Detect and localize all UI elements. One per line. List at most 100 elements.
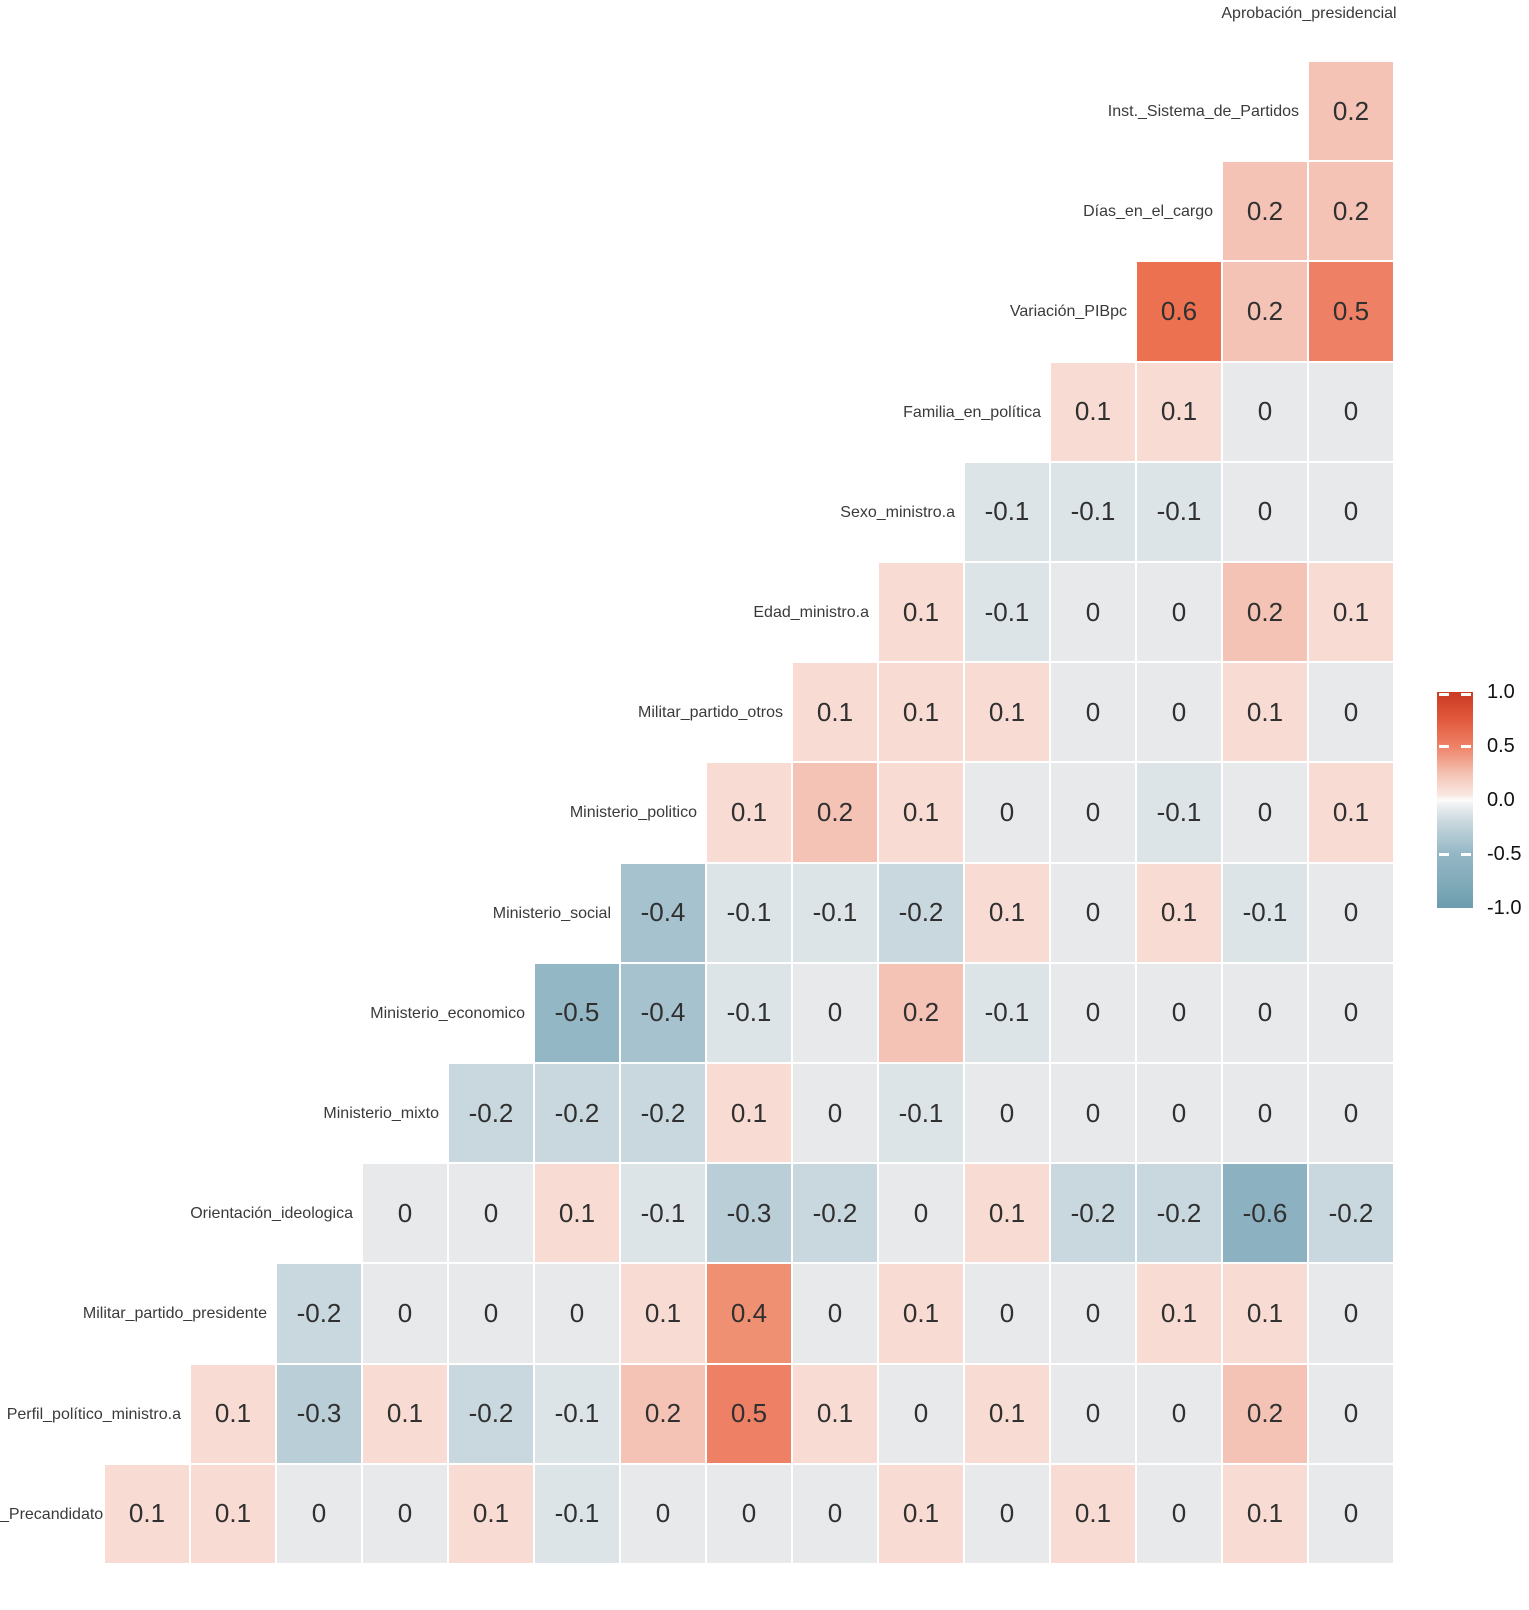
correlation-cell: 0.1	[793, 1364, 877, 1463]
correlation-cell: 0	[1309, 1264, 1393, 1363]
correlation-cell: 0	[1309, 1364, 1393, 1463]
correlation-cell: 0.1	[1137, 1264, 1221, 1363]
row-label-edad-ministro-a: Edad_ministro.a	[753, 604, 869, 621]
legend-tick-label-1-0: 1.0	[1487, 681, 1515, 703]
correlation-cell: -0.3	[277, 1364, 361, 1463]
correlation-cell: 0.2	[1223, 563, 1307, 662]
correlation-cell: 0.1	[1223, 663, 1307, 762]
correlation-cell: -0.2	[621, 1064, 705, 1163]
row-label-variaci-n-pibpc: Variación_PIBpc	[1009, 303, 1127, 321]
legend-tick-mark	[1461, 745, 1471, 748]
correlation-cell: 0	[1309, 1464, 1393, 1563]
correlation-cell: -0.5	[535, 963, 619, 1062]
correlation-cell: 0	[1051, 1064, 1135, 1163]
correlation-cell: -0.1	[1223, 863, 1307, 962]
correlation-cell: 0	[1137, 1464, 1221, 1563]
correlation-cell: -0.2	[277, 1264, 361, 1363]
row-label-d-as-en-el-cargo: Días_en_el_cargo	[1083, 203, 1213, 221]
correlation-cell: 0	[879, 1364, 963, 1463]
correlation-cell: 0	[1137, 963, 1221, 1062]
correlation-cell: 0	[793, 1064, 877, 1163]
row-label-orientaci-n-ideologica: Orientación_ideologica	[190, 1205, 353, 1223]
correlation-cell: 0	[1309, 663, 1393, 762]
legend-tick-mark	[1461, 853, 1471, 856]
correlation-cell: 0.2	[793, 763, 877, 862]
correlation-cell: 0.2	[1309, 62, 1393, 161]
correlation-cell: 0.5	[1309, 262, 1393, 361]
correlation-cell: -0.1	[707, 963, 791, 1062]
correlation-cell: -0.1	[621, 1164, 705, 1263]
correlation-cell: -0.3	[707, 1164, 791, 1263]
correlation-cell: 0	[1137, 1064, 1221, 1163]
correlation-cell: -0.1	[1137, 462, 1221, 561]
correlation-cell: 0.1	[1051, 362, 1135, 461]
correlation-cell: -0.2	[1051, 1164, 1135, 1263]
correlation-cell: 0	[449, 1264, 533, 1363]
correlation-cell: 0	[707, 1464, 791, 1563]
correlation-cell: 0	[363, 1264, 447, 1363]
correlation-cell: 0	[1051, 563, 1135, 662]
correlation-cell: 0	[1051, 963, 1135, 1062]
correlation-cell: 0.1	[879, 663, 963, 762]
legend-tick-label-0-5: 0.5	[1487, 735, 1515, 757]
correlation-cell: -0.2	[1309, 1164, 1393, 1263]
correlation-cell: 0	[965, 1264, 1049, 1363]
correlation-cell: 0	[1223, 362, 1307, 461]
correlation-cell: 0.1	[879, 563, 963, 662]
correlation-cell: 0	[1223, 763, 1307, 862]
legend-colorbar	[1437, 692, 1473, 908]
correlation-cell: 0	[363, 1464, 447, 1563]
correlation-cell: -0.4	[621, 963, 705, 1062]
row-label-militar-partido-presidente: Militar_partido_presidente	[82, 1305, 267, 1323]
correlation-cell: 0	[1137, 1364, 1221, 1463]
correlation-cell: -0.6	[1223, 1164, 1307, 1263]
row-label-familia-en-pol-tica: Familia_en_política	[903, 403, 1041, 421]
correlation-cell: 0.1	[1309, 563, 1393, 662]
correlation-cell: 0.1	[1223, 1264, 1307, 1363]
correlation-cell: 0.1	[535, 1164, 619, 1263]
correlation-cell: 0.1	[191, 1364, 275, 1463]
correlation-cell: -0.1	[535, 1364, 619, 1463]
correlation-cell: 0.2	[621, 1364, 705, 1463]
correlation-cell: 0	[1137, 663, 1221, 762]
legend-tick-label-1-0: -1.0	[1487, 897, 1522, 919]
correlation-cell: 0.2	[1223, 262, 1307, 361]
correlation-cell: -0.1	[793, 863, 877, 962]
correlation-cell: 0.1	[707, 1064, 791, 1163]
correlation-cell: 0	[1223, 963, 1307, 1062]
correlation-cell: 0	[1051, 1264, 1135, 1363]
correlation-cell: 0	[965, 1464, 1049, 1563]
correlation-cell: -0.1	[965, 563, 1049, 662]
correlation-cell: 0.1	[191, 1464, 275, 1563]
correlation-cell: 0.1	[793, 663, 877, 762]
correlation-cell: 0	[621, 1464, 705, 1563]
correlation-cell: 0.2	[879, 963, 963, 1062]
correlation-cell: 0.1	[621, 1264, 705, 1363]
correlation-cell: 0	[793, 963, 877, 1062]
correlation-cell: 0	[879, 1164, 963, 1263]
correlation-cell: 0.2	[1223, 162, 1307, 261]
row-label-ministerio-social: Ministerio_social	[492, 904, 611, 922]
row-label-ministerio-mixto: Ministerio_mixto	[323, 1105, 439, 1122]
column-label-aprobacion-presidencial: Aprobación_presidencial	[1221, 5, 1397, 22]
correlation-cell: 0	[1051, 663, 1135, 762]
correlation-cell: -0.2	[449, 1364, 533, 1463]
correlation-cell: 0.1	[879, 1464, 963, 1563]
row-label-inst-sistema-de-partidos: Inst._Sistema_de_Partidos	[1107, 103, 1299, 120]
correlation-cell: 0.1	[1137, 362, 1221, 461]
correlation-cell: 0	[1309, 1064, 1393, 1163]
correlation-cell: 0.1	[965, 863, 1049, 962]
correlation-cell: 0.6	[1137, 262, 1221, 361]
row-label-perfil-pol-tico-ministro-a: Perfil_político_ministro.a	[6, 1405, 181, 1423]
correlation-cell: 0	[965, 1064, 1049, 1163]
correlation-cell: 0	[1309, 362, 1393, 461]
correlation-cell: -0.2	[1137, 1164, 1221, 1263]
correlation-cell: 0.4	[707, 1264, 791, 1363]
correlation-cell: -0.1	[1051, 462, 1135, 561]
correlation-cell: 0	[1309, 863, 1393, 962]
correlation-cell: 0.1	[1223, 1464, 1307, 1563]
correlation-cell: 0.1	[879, 763, 963, 862]
correlation-cell: -0.1	[707, 863, 791, 962]
correlation-cell: 0.1	[105, 1464, 189, 1563]
